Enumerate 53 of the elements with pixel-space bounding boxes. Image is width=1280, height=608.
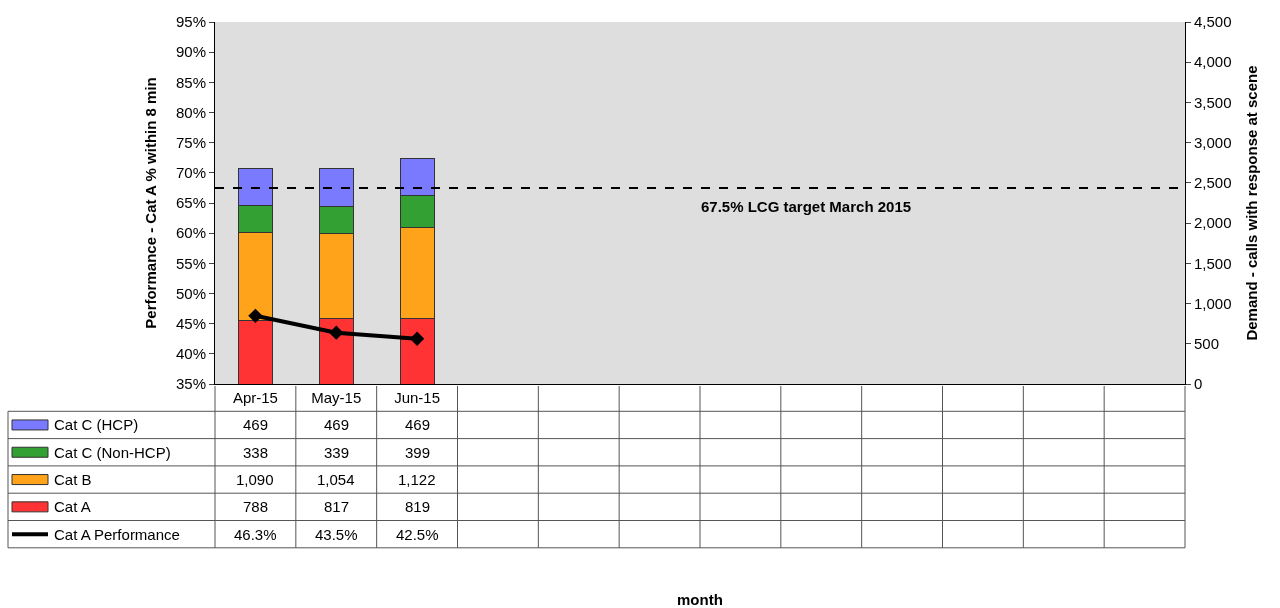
data-label: 42.5% xyxy=(396,526,439,543)
data-label: 339 xyxy=(324,444,350,461)
y2-tick-label: 3,000 xyxy=(1194,133,1232,151)
y2-tick-label: 0 xyxy=(1194,375,1203,393)
x-tick-label: Jun-15 xyxy=(394,389,441,406)
data-label: 399 xyxy=(405,444,431,461)
y-tick-label: 80% xyxy=(175,103,206,121)
y2-tick-label: 4,000 xyxy=(1194,53,1232,71)
y2-tick-label: 3,500 xyxy=(1194,93,1232,111)
data-label: 1,090 xyxy=(236,471,274,488)
y2-tick-label: 2,000 xyxy=(1194,214,1232,232)
text: month xyxy=(677,591,723,608)
y2-tick-label: 1,000 xyxy=(1194,294,1232,312)
legend-label: Cat A xyxy=(54,498,91,515)
data-label: 819 xyxy=(405,498,431,515)
data-label: 46.3% xyxy=(234,526,277,543)
y-tick-label: 40% xyxy=(175,345,206,363)
y-axis-title: Performance - Cat A % within 8 min xyxy=(142,77,160,329)
y-tick-label: 90% xyxy=(175,43,206,61)
y2-axis-title: Demand - calls with response at scene xyxy=(1242,65,1260,341)
point xyxy=(329,325,344,340)
y2-tick-label: 4,500 xyxy=(1194,13,1232,31)
legend-label: Cat A Performance xyxy=(54,526,180,543)
y-tick-label: 65% xyxy=(175,194,206,212)
data-label: 469 xyxy=(243,416,269,433)
legend-label: Cat C (Non-HCP) xyxy=(54,444,171,461)
legend-label: Cat B xyxy=(54,471,92,488)
data-label: 469 xyxy=(324,416,350,433)
data-label: 43.5% xyxy=(315,526,358,543)
y-tick-label: 35% xyxy=(175,375,206,393)
point xyxy=(248,308,263,323)
y2-tick-label: 1,500 xyxy=(1194,254,1232,272)
x-tick-label: May-15 xyxy=(311,389,362,406)
legend-label: Cat C (HCP) xyxy=(54,416,139,433)
x-tick-label: Apr-15 xyxy=(232,389,278,406)
ref-line-label: 67.5% LCG target March 2015 xyxy=(701,198,912,215)
y2-tick-label: 2,500 xyxy=(1194,174,1232,192)
y-tick-label: 45% xyxy=(175,314,206,332)
y-tick-label: 55% xyxy=(175,254,206,272)
data-label: 788 xyxy=(243,498,269,515)
data-label: 817 xyxy=(324,498,350,515)
data-label: 338 xyxy=(243,444,269,461)
data-label: 1,122 xyxy=(398,471,436,488)
data-label: 469 xyxy=(405,416,431,433)
y-tick-label: 70% xyxy=(175,164,206,182)
point xyxy=(409,331,425,346)
y-tick-label: 95% xyxy=(175,13,206,31)
data-label: 1,054 xyxy=(317,471,355,488)
y-tick-label: 75% xyxy=(175,133,206,151)
y-tick-label: 50% xyxy=(175,284,206,302)
y2-tick-label: 500 xyxy=(1194,335,1220,353)
y-tick-label: 60% xyxy=(175,224,206,242)
y-tick-label: 85% xyxy=(175,73,206,91)
